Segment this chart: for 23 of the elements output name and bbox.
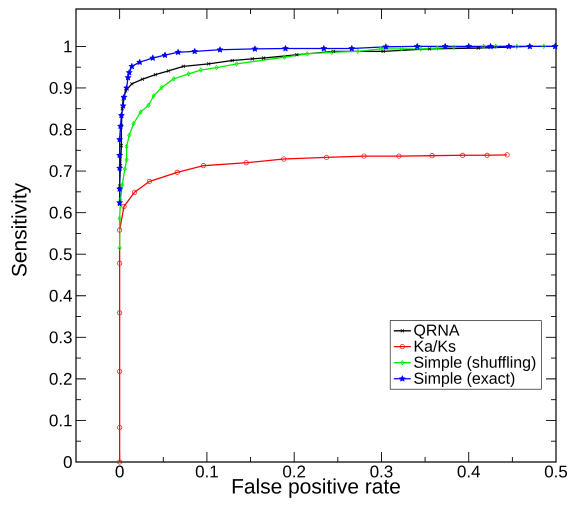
y-tick-label: 0.8 <box>50 124 72 136</box>
x-tick-label: 0.5 <box>544 466 568 478</box>
legend-label: Simple (exact) <box>414 372 514 388</box>
x-tick-label: 0 <box>116 466 124 478</box>
legend-label: Simple (shuffling) <box>414 356 536 372</box>
x-tick-label: 0.4 <box>458 466 480 478</box>
y-tick-label: 0.6 <box>50 206 72 219</box>
x-axis-title: False positive rate <box>232 478 400 498</box>
y-tick-label: 0.2 <box>50 372 72 385</box>
y-tick-label: 0.1 <box>50 414 72 426</box>
y-tick-label: 0.9 <box>50 82 72 94</box>
y-tick-label: 0 <box>64 456 72 468</box>
y-axis-title: Sensitivity <box>11 182 31 276</box>
y-tick-label: 0.5 <box>50 248 72 260</box>
x-tick-label: 0.1 <box>196 466 218 478</box>
y-tick-label: 0.3 <box>50 331 72 344</box>
y-tick-label: 0.7 <box>50 165 72 178</box>
y-tick-label: 0.4 <box>50 290 72 302</box>
legend-label: Ka/Ks <box>414 340 456 352</box>
y-tick-label: 1 <box>64 40 72 52</box>
x-tick-label: 0.3 <box>370 466 392 478</box>
x-tick-label: 0.2 <box>283 466 306 478</box>
legend-label: QRNA <box>414 324 460 339</box>
